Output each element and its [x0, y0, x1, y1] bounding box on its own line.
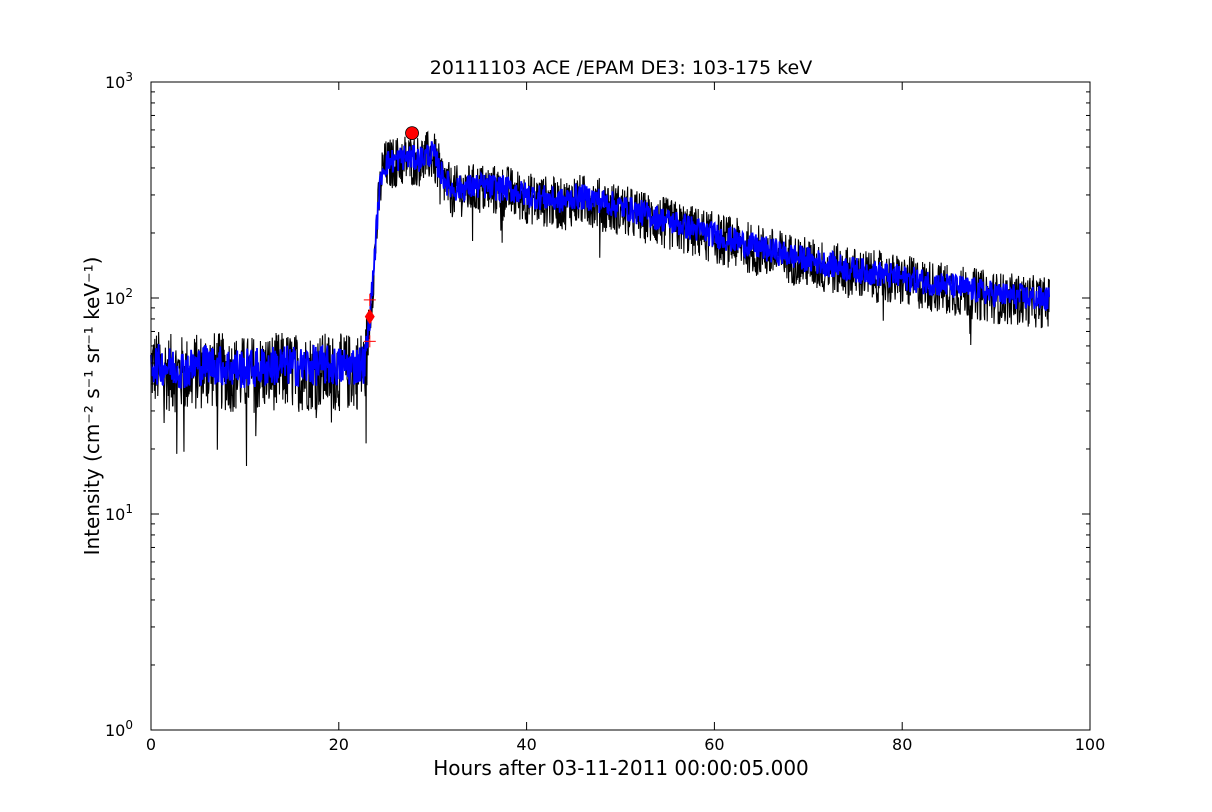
y-axis-label: Intensity (cm⁻² s⁻¹ sr⁻¹ keV⁻¹) — [80, 257, 104, 556]
smoothed-intensity-line — [150, 141, 1051, 389]
x-tick-label: 100 — [1075, 735, 1106, 754]
onset-bound-marker — [363, 335, 376, 348]
raw-intensity-line — [150, 130, 1050, 467]
y-tick-label: 103 — [105, 70, 133, 92]
y-axis: 100 101 102 103 — [105, 70, 1090, 740]
x-tick-label: 20 — [329, 735, 349, 754]
axes-frame — [150, 81, 1091, 731]
x-tick-label: 0 — [146, 735, 156, 754]
y-tick-label: 102 — [105, 286, 133, 308]
x-tick-label: 40 — [516, 735, 536, 754]
onset-marker — [364, 308, 375, 325]
data-layer — [150, 126, 1051, 467]
peak-marker — [405, 126, 419, 140]
x-axis-label: Hours after 03-11-2011 00:00:05.000 — [433, 756, 809, 780]
y-tick-label: 100 — [105, 718, 133, 740]
x-tick-label: 60 — [704, 735, 724, 754]
chart-title: 20111103 ACE /EPAM DE3: 103-175 keV — [430, 57, 812, 79]
onset-bound-marker — [363, 293, 376, 306]
y-tick-label: 101 — [105, 502, 133, 524]
x-tick-label: 80 — [892, 735, 912, 754]
x-axis: 0 20 40 60 80 100 — [146, 82, 1105, 754]
